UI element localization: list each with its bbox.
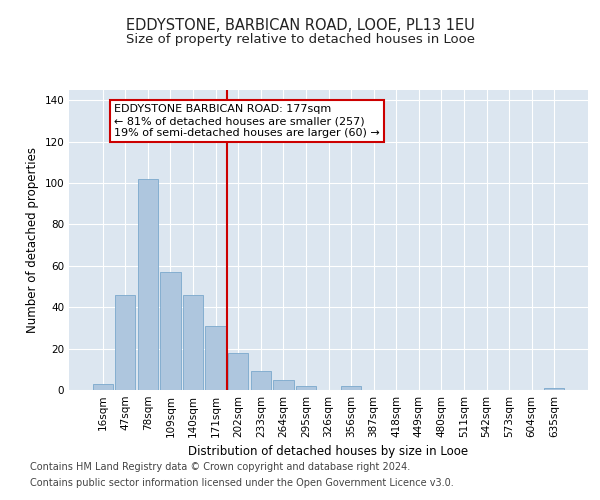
Bar [341, 386, 361, 390]
Y-axis label: Number of detached properties: Number of detached properties [26, 147, 39, 333]
Text: Contains HM Land Registry data © Crown copyright and database right 2024.: Contains HM Land Registry data © Crown c… [30, 462, 410, 472]
X-axis label: Distribution of detached houses by size in Looe: Distribution of detached houses by size … [188, 446, 469, 458]
Bar [183, 295, 203, 390]
Bar [115, 295, 136, 390]
Text: Size of property relative to detached houses in Looe: Size of property relative to detached ho… [125, 32, 475, 46]
Bar [205, 326, 226, 390]
Text: EDDYSTONE, BARBICAN ROAD, LOOE, PL13 1EU: EDDYSTONE, BARBICAN ROAD, LOOE, PL13 1EU [125, 18, 475, 32]
Bar [296, 386, 316, 390]
Text: EDDYSTONE BARBICAN ROAD: 177sqm
← 81% of detached houses are smaller (257)
19% o: EDDYSTONE BARBICAN ROAD: 177sqm ← 81% of… [114, 104, 380, 138]
Bar [92, 384, 113, 390]
Bar [160, 272, 181, 390]
Bar [273, 380, 293, 390]
Bar [228, 353, 248, 390]
Bar [544, 388, 565, 390]
Bar [138, 179, 158, 390]
Text: Contains public sector information licensed under the Open Government Licence v3: Contains public sector information licen… [30, 478, 454, 488]
Bar [251, 372, 271, 390]
